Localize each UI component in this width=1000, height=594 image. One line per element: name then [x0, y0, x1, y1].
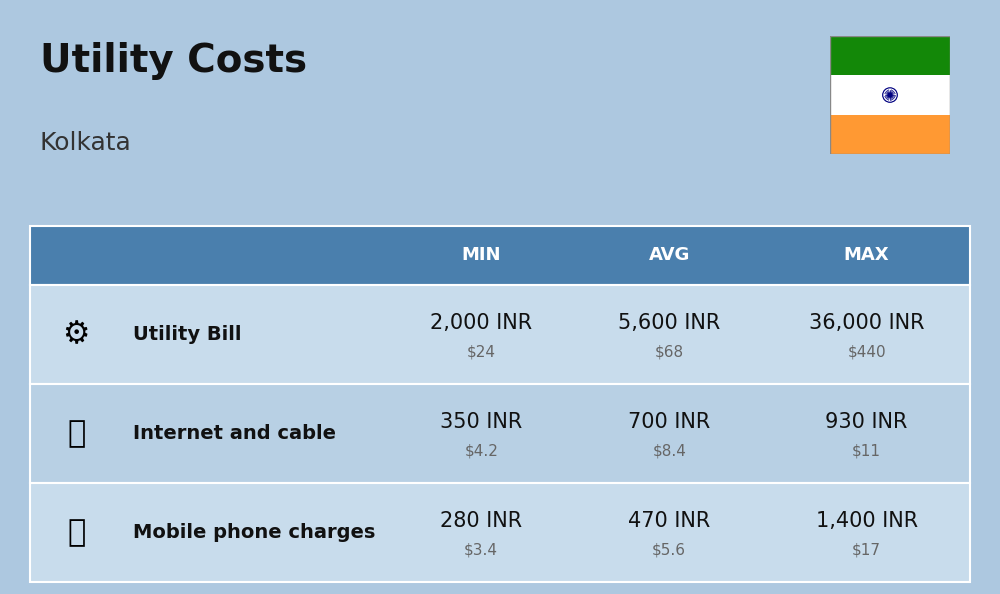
Text: 280 INR: 280 INR [440, 511, 522, 531]
Text: MAX: MAX [844, 247, 889, 264]
Circle shape [883, 88, 897, 102]
Text: 700 INR: 700 INR [628, 412, 710, 432]
Text: Kolkata: Kolkata [40, 131, 132, 154]
Text: $4.2: $4.2 [464, 444, 498, 459]
Text: $5.6: $5.6 [652, 543, 686, 558]
FancyBboxPatch shape [30, 285, 970, 384]
Text: Mobile phone charges: Mobile phone charges [133, 523, 376, 542]
Text: MIN: MIN [461, 247, 501, 264]
Circle shape [884, 89, 896, 101]
Text: $440: $440 [847, 345, 886, 360]
Text: Utility Bill: Utility Bill [133, 325, 242, 344]
Text: $24: $24 [467, 345, 496, 360]
FancyBboxPatch shape [830, 36, 950, 75]
Text: $68: $68 [655, 345, 684, 360]
FancyBboxPatch shape [830, 115, 950, 154]
Text: 350 INR: 350 INR [440, 412, 522, 432]
Text: $17: $17 [852, 543, 881, 558]
Circle shape [888, 93, 892, 97]
Text: $3.4: $3.4 [464, 543, 498, 558]
Text: 36,000 INR: 36,000 INR [809, 312, 924, 333]
FancyBboxPatch shape [830, 75, 950, 115]
FancyBboxPatch shape [30, 483, 970, 582]
Text: 5,600 INR: 5,600 INR [618, 312, 720, 333]
Text: 930 INR: 930 INR [825, 412, 908, 432]
Text: AVG: AVG [649, 247, 690, 264]
Text: 2,000 INR: 2,000 INR [430, 312, 532, 333]
Text: $11: $11 [852, 444, 881, 459]
Text: 📶: 📶 [68, 419, 86, 448]
FancyBboxPatch shape [30, 226, 970, 285]
Text: 📱: 📱 [68, 518, 86, 547]
Text: 470 INR: 470 INR [628, 511, 710, 531]
Text: $8.4: $8.4 [652, 444, 686, 459]
Text: Internet and cable: Internet and cable [133, 424, 336, 443]
Text: 1,400 INR: 1,400 INR [816, 511, 918, 531]
FancyBboxPatch shape [30, 384, 970, 483]
Text: ⚙️: ⚙️ [63, 320, 91, 349]
Text: Utility Costs: Utility Costs [40, 42, 307, 80]
